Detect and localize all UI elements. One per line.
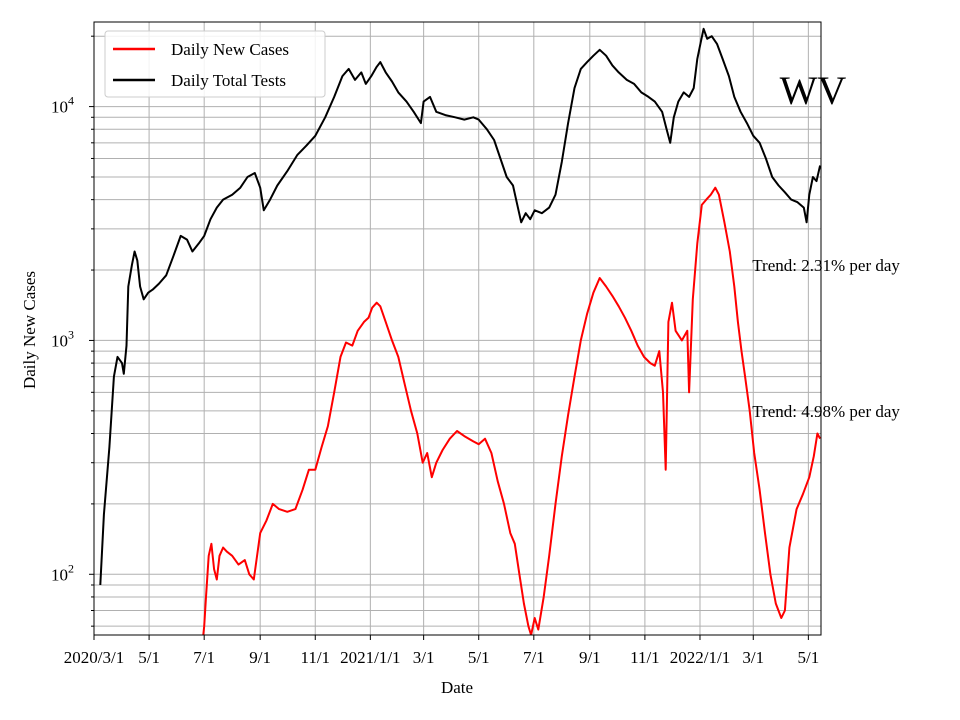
- x-tick-label: 5/1: [468, 648, 490, 667]
- legend-box: [104, 30, 326, 98]
- x-tick-label: 3/1: [413, 648, 435, 667]
- x-tick-label: 5/1: [138, 648, 160, 667]
- y-tick-base: 10: [51, 98, 68, 117]
- y-tick-exponent: 4: [68, 94, 74, 108]
- y-tick-exponent: 3: [68, 327, 74, 341]
- x-tick-label: 5/1: [797, 648, 819, 667]
- y-axis-label: Daily New Cases: [20, 271, 39, 389]
- x-tick-label: 7/1: [193, 648, 215, 667]
- x-tick-label: 2022/1/1: [670, 648, 730, 667]
- y-tick-base: 10: [51, 565, 68, 584]
- grid-lines: [93, 22, 821, 635]
- x-tick-label: 2021/1/1: [340, 648, 400, 667]
- x-tick-label: 9/1: [579, 648, 601, 667]
- x-tick-label: 9/1: [249, 648, 271, 667]
- x-tick-label: 2020/3/1: [64, 648, 124, 667]
- x-tick-label: 11/1: [630, 648, 660, 667]
- x-axis: 2020/3/1 5/1 7/1 9/1 11/1 2021/1/1 3/1 5/1 7/1 9/…: [64, 635, 819, 667]
- series-line-daily-total-tests: [99, 27, 821, 586]
- trend-annotation: Trend: 4.98% per day: [752, 402, 900, 421]
- series-line-daily-new-cases: [202, 186, 821, 635]
- trend-annotation: Trend: 2.31% per day: [752, 256, 900, 275]
- legend-label-new-cases: Daily New Cases: [171, 40, 289, 59]
- state-label: WV: [780, 68, 847, 113]
- y-tick-label: 103: [51, 327, 74, 350]
- trend-annotations: Trend: 2.31% per day Trend: 4.98% per day: [752, 256, 900, 421]
- x-tick-label: 11/1: [300, 648, 330, 667]
- x-tick-label: 3/1: [742, 648, 764, 667]
- legend: Daily New Cases Daily Total Tests: [104, 30, 326, 98]
- plot-frame: [93, 21, 822, 636]
- y-tick-base: 10: [51, 331, 68, 350]
- y-tick-exponent: 2: [68, 561, 74, 575]
- series-layer: [99, 27, 821, 635]
- legend-label-total-tests: Daily Total Tests: [171, 71, 286, 90]
- y-tick-label: 104: [51, 94, 74, 117]
- x-axis-label: Date: [441, 678, 473, 697]
- x-tick-label: 7/1: [523, 648, 545, 667]
- y-tick-label: 102: [51, 561, 74, 584]
